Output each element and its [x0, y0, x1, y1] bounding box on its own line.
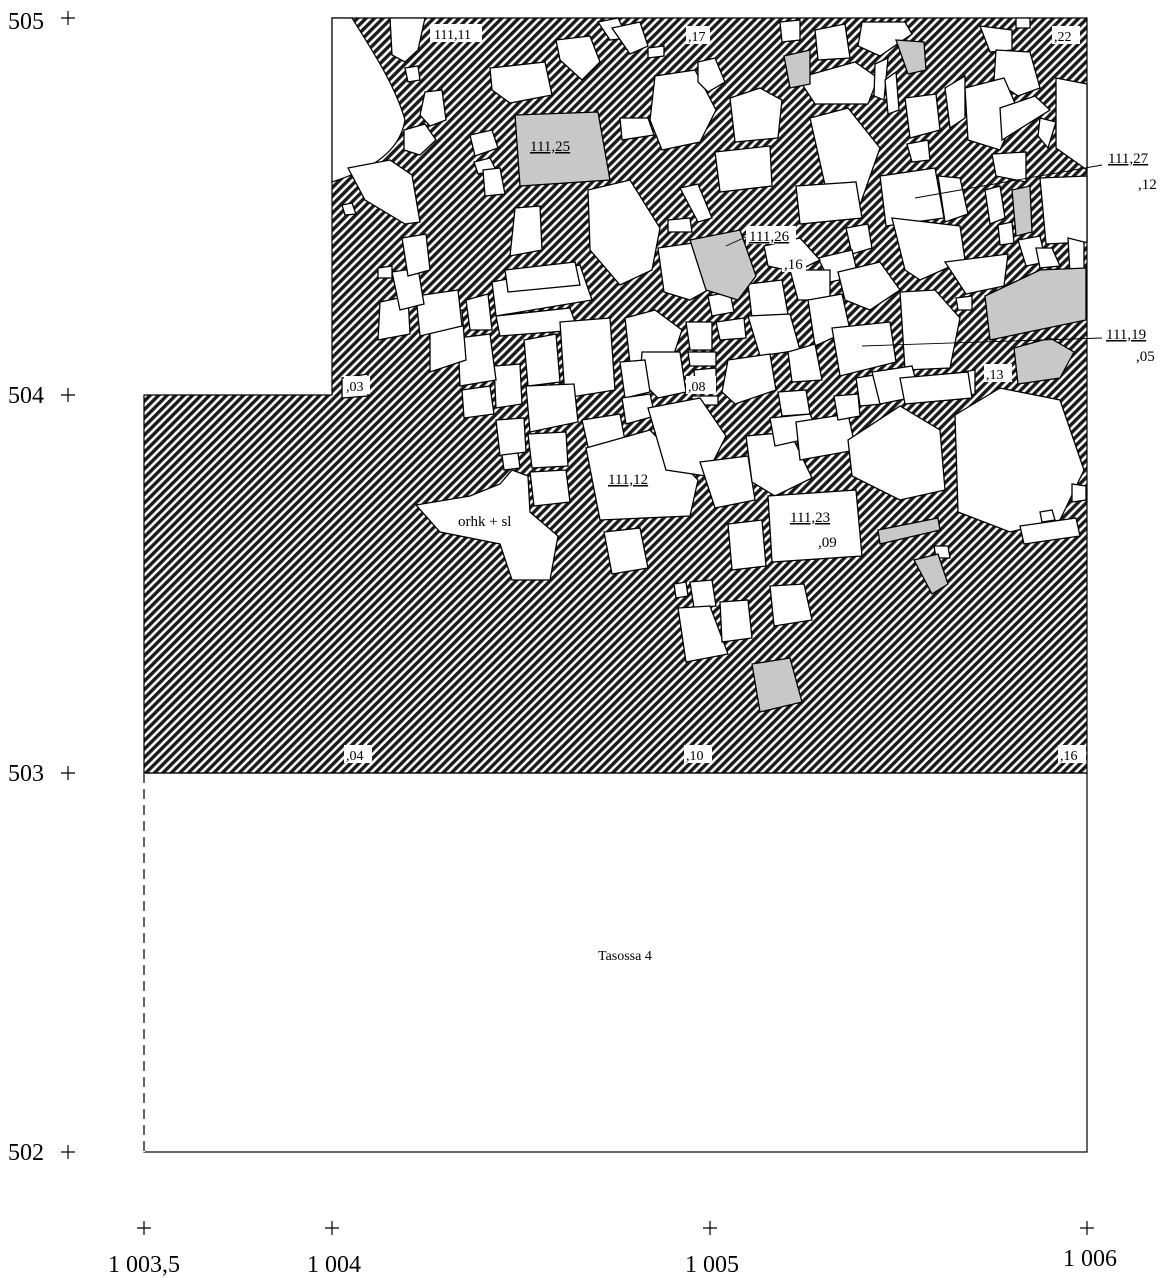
y-tick-cross	[61, 388, 75, 402]
stone	[998, 222, 1014, 245]
x-tick-label: 1 005	[685, 1252, 739, 1278]
stone	[668, 218, 692, 232]
y-tick-label: 503	[8, 761, 44, 787]
stone	[885, 72, 899, 114]
stone	[907, 140, 930, 162]
stone	[524, 334, 560, 386]
label-111-12: 111,12	[608, 472, 648, 488]
stone	[730, 88, 782, 142]
label-111-11: 111,11	[434, 28, 471, 43]
y-axis: 505 504 503 502	[8, 9, 75, 1166]
stone	[502, 453, 520, 470]
stone	[815, 24, 850, 60]
stone	[780, 20, 800, 42]
label-13: ,13	[986, 368, 1004, 383]
stone	[1040, 510, 1055, 522]
y-tick-cross	[61, 766, 75, 780]
y-tick-cross	[61, 11, 75, 25]
x-tick-cross	[703, 1221, 717, 1235]
y-tick-label: 502	[8, 1140, 44, 1166]
stone	[900, 372, 972, 404]
label-05: ,05	[1136, 349, 1155, 365]
stone	[405, 66, 420, 82]
label-10: ,10	[686, 749, 704, 764]
stone	[466, 294, 492, 330]
label-111-19: 111,19	[1106, 327, 1146, 343]
label-04: ,04	[346, 749, 364, 764]
label-16-upper: ,16	[784, 257, 803, 273]
stone	[768, 490, 862, 562]
x-tick-cross	[1080, 1221, 1094, 1235]
y-tick-cross	[61, 1145, 75, 1159]
stone	[956, 296, 972, 310]
label-111-26: 111,26	[749, 229, 790, 245]
stone	[674, 582, 688, 598]
stone	[528, 432, 568, 468]
stone	[778, 390, 810, 416]
stone	[1016, 18, 1030, 28]
y-tick-label: 504	[8, 383, 44, 409]
stone	[1040, 176, 1087, 244]
label-111-23: 111,23	[790, 510, 830, 526]
x-tick-cross	[137, 1221, 151, 1235]
label-12: ,12	[1138, 177, 1157, 193]
stone	[496, 418, 526, 456]
stone	[716, 318, 746, 340]
x-tick-cross	[325, 1221, 339, 1235]
label-09: ,09	[818, 535, 837, 551]
label-03: ,03	[346, 380, 364, 395]
stone	[686, 322, 712, 350]
stone	[770, 584, 812, 626]
label-111-27: 111,27	[1108, 151, 1149, 167]
stone	[905, 94, 940, 138]
stone	[494, 364, 522, 408]
stone	[688, 352, 716, 366]
stone	[510, 206, 542, 256]
stone	[604, 528, 648, 574]
stone	[690, 580, 716, 608]
stone	[748, 280, 788, 318]
grey-stone	[1012, 186, 1032, 236]
label-08: ,08	[688, 380, 706, 395]
x-tick-label: 1 003,5	[108, 1252, 180, 1278]
stone	[530, 470, 570, 506]
label-17: ,17	[688, 30, 706, 45]
stone	[462, 386, 494, 418]
label-111-25: 111,25	[530, 139, 570, 155]
label-orhk-sl: orhk + sl	[458, 514, 511, 530]
stone	[620, 360, 650, 398]
x-tick-label: 1 004	[307, 1252, 361, 1278]
stone	[796, 182, 862, 224]
stone	[728, 520, 766, 570]
stone	[880, 168, 944, 226]
label-22: ,22	[1054, 30, 1072, 45]
label-16-lower: ,16	[1060, 749, 1078, 764]
stone	[648, 46, 664, 58]
x-tick-label: 1 006	[1063, 1246, 1117, 1272]
y-tick-label: 505	[8, 9, 44, 35]
label-tasossa-4: Tasossa 4	[598, 949, 652, 964]
stone	[378, 266, 392, 278]
stone	[715, 146, 772, 192]
stone	[834, 394, 860, 420]
stone	[1072, 484, 1086, 502]
x-axis: 1 003,5 1 004 1 005 1 006	[108, 1221, 1117, 1278]
stone	[720, 600, 752, 642]
